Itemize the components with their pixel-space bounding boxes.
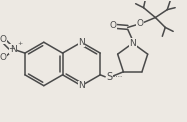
Text: O: O xyxy=(136,19,143,28)
Text: N: N xyxy=(78,81,85,90)
Text: S: S xyxy=(106,72,112,82)
Text: −: − xyxy=(8,44,15,53)
Text: N: N xyxy=(10,45,16,54)
Text: O: O xyxy=(0,53,7,62)
Text: N: N xyxy=(129,39,136,48)
Text: +: + xyxy=(17,41,22,46)
Text: N: N xyxy=(78,38,85,47)
Text: O: O xyxy=(0,35,7,44)
Text: O: O xyxy=(109,21,117,30)
Text: ·····: ····· xyxy=(112,74,123,80)
